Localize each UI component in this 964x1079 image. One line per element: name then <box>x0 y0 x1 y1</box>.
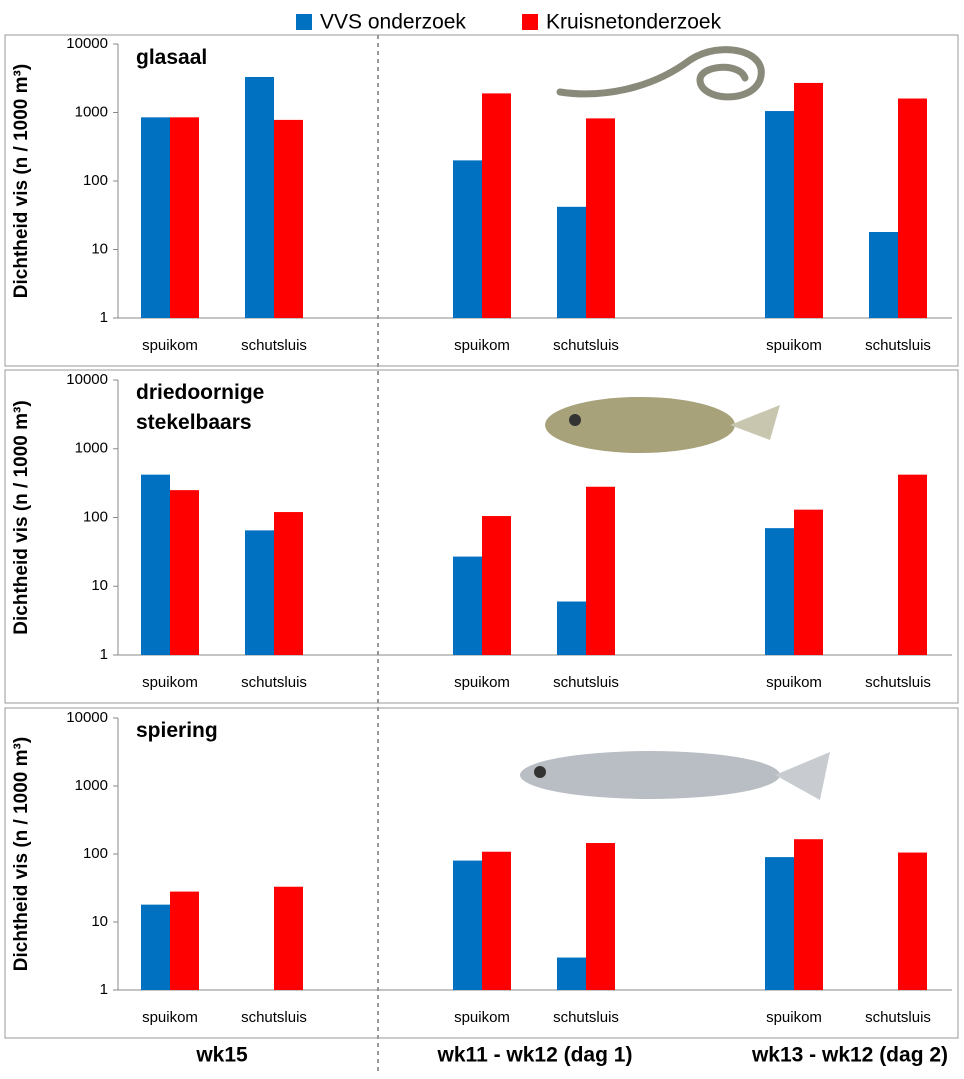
y-axis-label: Dichtheid vis (n / 1000 m³) <box>11 737 32 971</box>
x-tick-label: spuikom <box>142 1009 198 1026</box>
bar <box>141 904 170 990</box>
bar <box>557 601 586 655</box>
x-tick-label: schutsluis <box>241 337 307 354</box>
panel-title: glasaal <box>136 46 208 69</box>
bar <box>274 886 303 990</box>
legend-label: Kruisnetonderzoek <box>546 11 722 34</box>
bar <box>453 860 482 990</box>
bar <box>245 530 274 655</box>
x-tick-label: schutsluis <box>553 1009 619 1026</box>
x-tick-label: spuikom <box>142 337 198 354</box>
y-tick-label: 10 <box>91 913 108 930</box>
panel-frame <box>4 34 959 367</box>
bar <box>141 474 170 655</box>
panel-title: spiering <box>136 719 218 742</box>
bar <box>794 82 823 318</box>
legend-swatch <box>522 14 538 30</box>
y-tick-label: 10000 <box>66 35 108 52</box>
x-tick-label: schutsluis <box>553 337 619 354</box>
bar <box>274 512 303 655</box>
bar <box>765 528 794 655</box>
y-axis-label: Dichtheid vis (n / 1000 m³) <box>11 64 32 298</box>
bar <box>453 160 482 318</box>
bar <box>557 957 586 990</box>
x-tick-label: spuikom <box>766 674 822 691</box>
x-tick-label: spuikom <box>454 674 510 691</box>
x-tick-label: schutsluis <box>865 337 931 354</box>
bar <box>794 839 823 990</box>
y-tick-label: 1000 <box>75 103 108 120</box>
panel-frame <box>4 707 959 1039</box>
y-tick-label: 1 <box>100 309 108 326</box>
bar <box>274 119 303 319</box>
bar <box>765 857 794 990</box>
y-tick-label: 10000 <box>66 371 108 388</box>
x-tick-label: schutsluis <box>865 1009 931 1026</box>
x-tick-label: spuikom <box>766 1009 822 1026</box>
y-tick-label: 100 <box>83 508 108 525</box>
y-tick-label: 10 <box>91 240 108 257</box>
bar <box>170 891 199 990</box>
y-tick-label: 10000 <box>66 709 108 726</box>
x-tick-label: schutsluis <box>865 674 931 691</box>
bar <box>765 111 794 319</box>
bar <box>141 117 170 318</box>
legend-swatch <box>296 14 312 30</box>
y-tick-label: 100 <box>83 845 108 862</box>
x-tick-label: schutsluis <box>241 674 307 691</box>
bar <box>482 516 511 655</box>
x-tick-label: spuikom <box>766 337 822 354</box>
y-tick-label: 100 <box>83 172 108 189</box>
eel-illustration <box>556 46 765 101</box>
bar <box>170 117 199 318</box>
group-label: wk15 <box>195 1044 248 1067</box>
bar <box>245 76 274 318</box>
y-axis-label: Dichtheid vis (n / 1000 m³) <box>11 400 32 634</box>
bar <box>898 474 927 655</box>
bar <box>898 852 927 990</box>
group-label: wk11 - wk12 (dag 1) <box>437 1044 633 1067</box>
bar <box>869 232 898 318</box>
y-tick-label: 1000 <box>75 440 108 457</box>
y-tick-label: 1 <box>100 646 108 663</box>
bar <box>898 98 927 318</box>
bar <box>482 851 511 990</box>
panel-frame <box>4 369 959 704</box>
legend-label: VVS onderzoek <box>320 11 466 34</box>
panel-title: driedoornige stekelbaars <box>136 381 265 434</box>
y-tick-label: 1 <box>100 981 108 998</box>
bar <box>586 843 615 990</box>
x-tick-label: spuikom <box>142 674 198 691</box>
x-tick-label: schutsluis <box>553 674 619 691</box>
bar <box>482 93 511 318</box>
smelt-illustration <box>520 751 830 800</box>
bar <box>170 490 199 655</box>
bar <box>453 556 482 655</box>
bar <box>586 118 615 318</box>
x-tick-label: spuikom <box>454 1009 510 1026</box>
bar <box>794 509 823 655</box>
bar <box>586 486 615 655</box>
y-tick-label: 1000 <box>75 777 108 794</box>
group-label: wk13 - wk12 (dag 2) <box>751 1044 948 1067</box>
x-tick-label: spuikom <box>454 337 510 354</box>
stickleback-illustration <box>545 397 780 453</box>
bar <box>557 206 586 318</box>
y-tick-label: 10 <box>91 577 108 594</box>
x-tick-label: schutsluis <box>241 1009 307 1026</box>
